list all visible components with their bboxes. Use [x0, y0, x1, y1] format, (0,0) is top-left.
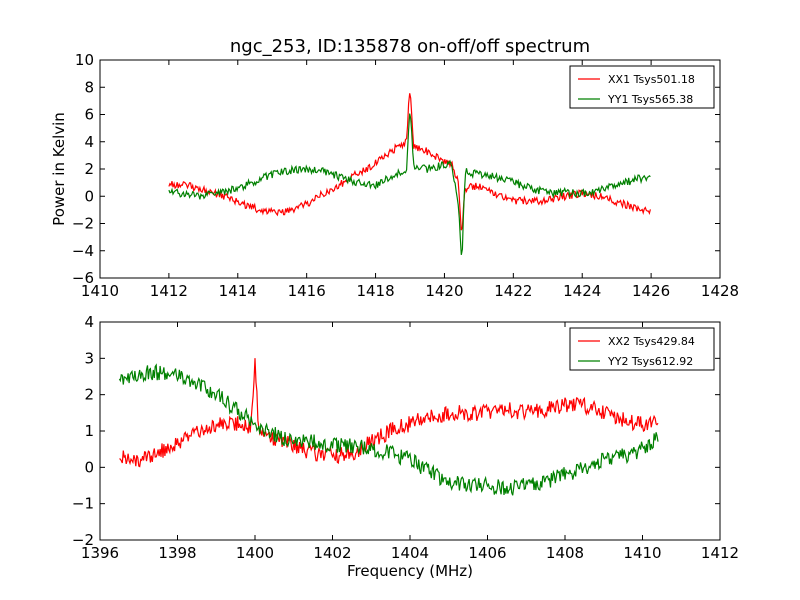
legend-label: YY1 Tsys565.38 [607, 93, 693, 106]
y-tick-label: 4 [84, 133, 94, 151]
x-tick-label: 1406 [468, 544, 506, 562]
x-tick-label: 1400 [236, 544, 274, 562]
y-tick-label: 8 [84, 78, 94, 96]
x-tick-label: 1396 [81, 544, 119, 562]
x-tick-label: 1410 [623, 544, 661, 562]
plot-area [118, 358, 659, 496]
legend: XX2 Tsys429.84 YY2 Tsys612.92 [569, 327, 715, 371]
legend-label: XX2 Tsys429.84 [608, 335, 695, 348]
legend: XX1 Tsys501.18 YY1 Tsys565.38 [569, 65, 715, 109]
x-tick-label: 1420 [425, 282, 463, 300]
x-tick-label: 1412 [701, 544, 739, 562]
x-tick-label: 1402 [313, 544, 351, 562]
legend-box [569, 65, 715, 109]
y-tick-label: 6 [84, 106, 94, 124]
series-line-2 [118, 363, 659, 496]
x-tick-label: 1412 [150, 282, 188, 300]
x-tick-label: 1404 [391, 544, 429, 562]
x-tick-label: 1398 [158, 544, 196, 562]
x-tick-label: 1422 [494, 282, 532, 300]
legend-label: YY2 Tsys612.92 [607, 355, 693, 368]
x-tick-label: 1416 [288, 282, 326, 300]
legend-box [569, 327, 715, 371]
y-tick-label: −2 [72, 215, 94, 233]
x-tick-label: 1428 [701, 282, 739, 300]
x-axis-label: Frequency (MHz) [347, 562, 473, 580]
x-tick-label: 1410 [81, 282, 119, 300]
y-tick-label: 2 [84, 386, 94, 404]
legend-label: XX1 Tsys501.18 [608, 73, 695, 86]
y-tick-label: −6 [72, 269, 94, 287]
y-tick-label: 10 [75, 51, 94, 69]
y-tick-label: −2 [72, 531, 94, 549]
series-line-2 [168, 113, 651, 256]
y-tick-label: 4 [84, 313, 94, 331]
series-line-1 [119, 358, 659, 468]
y-tick-label: 0 [84, 458, 94, 476]
x-tick-label: 1418 [356, 282, 394, 300]
y-tick-label: 2 [84, 160, 94, 178]
y-tick-label: −1 [72, 495, 94, 513]
y-tick-label: 0 [84, 187, 94, 205]
y-axis-label: Power in Kelvin [50, 112, 68, 226]
y-tick-label: 3 [84, 349, 94, 367]
figure-title: ngc_253, ID:135878 on-off/off spectrum [230, 36, 590, 57]
x-tick-label: 1414 [219, 282, 257, 300]
bottom-plot: 1396 1398 1400 1402 1404 1406 1408 1410 1412−2−1… [72, 313, 739, 562]
plot-area [168, 93, 651, 256]
y-tick-label: −4 [72, 242, 94, 260]
x-tick-label: 1408 [546, 544, 584, 562]
y-tick-label: 1 [84, 422, 94, 440]
x-tick-label: 1426 [632, 282, 670, 300]
x-tick-label: 1424 [563, 282, 601, 300]
top-plot: 1410 1412 1414 1416 1418 1420 1422 1424 1426 1428… [50, 51, 739, 300]
